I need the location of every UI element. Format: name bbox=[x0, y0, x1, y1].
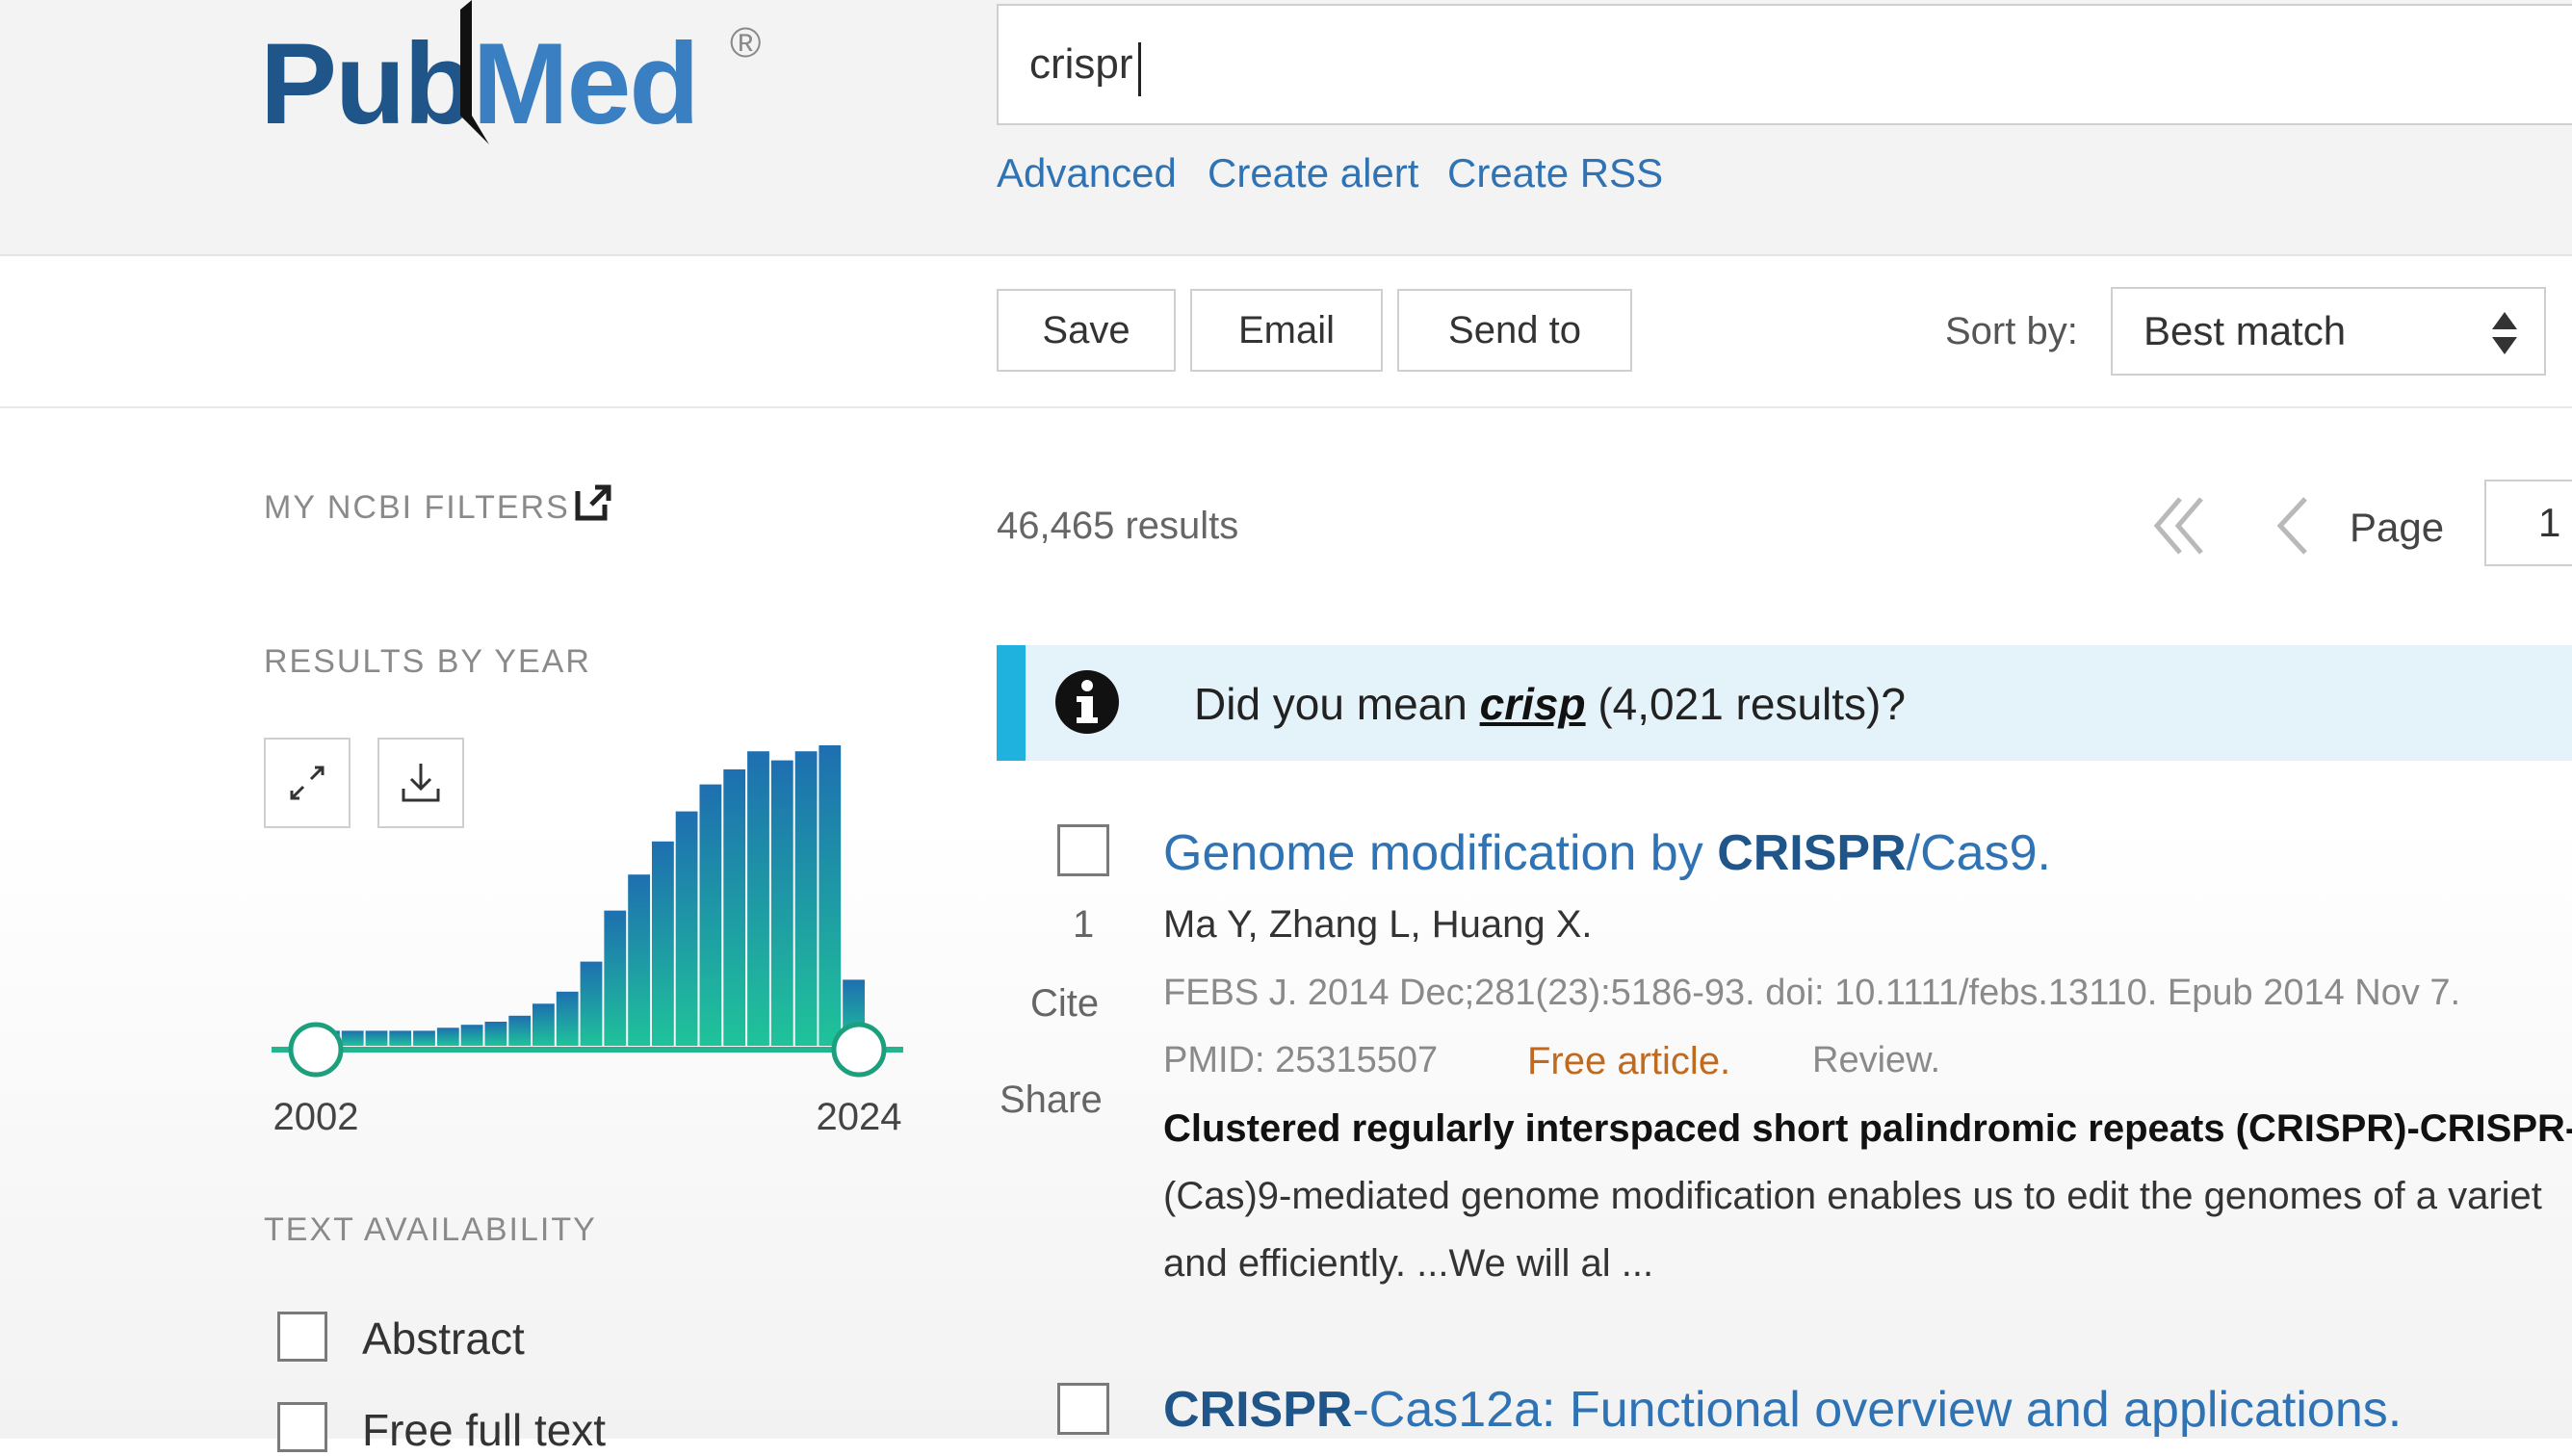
download-chart-button[interactable] bbox=[377, 738, 464, 828]
result-2-title-link[interactable]: CRISPR-Cas12a: Functional overview and a… bbox=[1163, 1381, 2402, 1439]
year-bar-2023[interactable] bbox=[818, 745, 842, 1046]
year-bar-2008[interactable] bbox=[460, 1025, 483, 1046]
result-1-citation: FEBS J. 2014 Dec;281(23):5186-93. doi: 1… bbox=[1163, 973, 2461, 1013]
result-1-title-pre: Genome modification by bbox=[1163, 825, 1718, 881]
result-1-title-post: /Cas9. bbox=[1906, 825, 2051, 881]
did-you-mean-suffix: (4,021 results)? bbox=[1585, 679, 1906, 729]
sort-by-label: Sort by: bbox=[1945, 310, 2078, 352]
did-you-mean-prefix: Did you mean bbox=[1194, 679, 1480, 729]
result-1-snippet-line-1: Clustered regularly interspaced short pa… bbox=[1163, 1107, 2572, 1151]
abstract-checkbox[interactable] bbox=[277, 1312, 327, 1362]
suggestion-link[interactable]: crisp bbox=[1479, 679, 1586, 729]
year-bar-2009[interactable] bbox=[484, 1022, 507, 1046]
advanced-link[interactable]: Advanced bbox=[997, 150, 1177, 195]
previous-page-icon[interactable] bbox=[2273, 495, 2311, 557]
download-icon bbox=[402, 764, 440, 802]
results-by-year-heading: RESULTS BY YEAR bbox=[264, 643, 591, 680]
create-alert-link[interactable]: Create alert bbox=[1208, 150, 1419, 195]
year-bar-2013[interactable] bbox=[580, 961, 603, 1046]
save-button[interactable]: Save bbox=[997, 289, 1176, 372]
result-1-cite-button[interactable]: Cite bbox=[1030, 982, 1100, 1025]
result-1-pmid: PMID: 25315507 bbox=[1163, 1040, 1439, 1080]
sort-select[interactable]: Best match bbox=[2111, 287, 2546, 376]
text-caret bbox=[1138, 42, 1141, 96]
external-link-icon[interactable] bbox=[574, 483, 612, 522]
did-you-mean-banner bbox=[997, 645, 2572, 761]
year-bar-2005[interactable] bbox=[389, 1030, 412, 1046]
result-1-review: Review. bbox=[1812, 1040, 1941, 1080]
year-bar-2017[interactable] bbox=[675, 811, 698, 1046]
free-full-text-checkbox[interactable] bbox=[277, 1402, 327, 1452]
expand-icon bbox=[290, 766, 325, 800]
year-bar-2020[interactable] bbox=[747, 751, 769, 1046]
result-1-free-article: Free article. bbox=[1527, 1040, 1731, 1082]
year-bar-2021[interactable] bbox=[770, 760, 793, 1046]
logo-pub: Pub bbox=[260, 19, 475, 148]
chart-bars bbox=[318, 745, 865, 1046]
year-bar-2006[interactable] bbox=[413, 1030, 435, 1046]
year-slider-start-handle[interactable] bbox=[288, 1022, 344, 1078]
free-full-text-label[interactable]: Free full text bbox=[362, 1405, 607, 1455]
expand-chart-button[interactable] bbox=[264, 738, 351, 828]
abstract-label[interactable]: Abstract bbox=[362, 1313, 525, 1364]
logo-med: Med bbox=[472, 19, 700, 148]
page-number-input[interactable] bbox=[2484, 480, 2572, 566]
snippet-bold-b: CRISPR bbox=[2248, 1107, 2395, 1150]
email-button[interactable]: Email bbox=[1190, 289, 1383, 372]
sort-value: Best match bbox=[2143, 308, 2347, 353]
year-bar-2018[interactable] bbox=[699, 784, 722, 1046]
did-you-mean-text: Did you mean crisp (4,021 results)? bbox=[1194, 678, 1906, 730]
year-start-label: 2002 bbox=[273, 1096, 359, 1138]
result-2-title-post: -Cas12a: Functional overview and applica… bbox=[1352, 1382, 2403, 1438]
pubmed-logo[interactable]: PubMed ® bbox=[260, 0, 780, 173]
result-1-checkbox[interactable] bbox=[1057, 824, 1109, 876]
result-1-snippet-line-2: (Cas)9-mediated genome modification enab… bbox=[1163, 1175, 2542, 1217]
year-bar-2019[interactable] bbox=[723, 769, 746, 1046]
year-slider-end-handle[interactable] bbox=[831, 1022, 887, 1078]
snippet-bold-a: Clustered regularly interspaced short pa… bbox=[1163, 1107, 2248, 1150]
search-input[interactable] bbox=[997, 4, 2572, 125]
registered-mark: ® bbox=[730, 19, 762, 66]
year-bar-2011[interactable] bbox=[533, 1003, 555, 1046]
create-rss-link[interactable]: Create RSS bbox=[1447, 150, 1664, 195]
year-bar-2004[interactable] bbox=[365, 1030, 388, 1046]
sort-arrows-icon bbox=[2492, 312, 2517, 354]
banner-accent-bar bbox=[997, 645, 1026, 761]
year-bar-2010[interactable] bbox=[508, 1015, 532, 1046]
result-1-share-button[interactable]: Share bbox=[1000, 1079, 1103, 1121]
result-1-title-bold: CRISPR bbox=[1717, 825, 1907, 881]
info-icon bbox=[1055, 670, 1119, 734]
year-bar-2022[interactable] bbox=[794, 751, 818, 1046]
first-page-icon[interactable] bbox=[2151, 495, 2209, 557]
year-bar-2015[interactable] bbox=[628, 874, 650, 1046]
year-bar-2003[interactable] bbox=[341, 1030, 364, 1046]
my-ncbi-filters-heading: MY NCBI FILTERS bbox=[264, 489, 570, 526]
year-bar-2012[interactable] bbox=[556, 991, 579, 1046]
content-background bbox=[0, 408, 2572, 1439]
page-label: Page bbox=[2350, 505, 2445, 550]
result-1-title-link[interactable]: Genome modification by CRISPR/Cas9. bbox=[1163, 824, 2051, 882]
year-bar-2014[interactable] bbox=[604, 910, 627, 1046]
year-end-label: 2024 bbox=[817, 1096, 902, 1138]
logo-book-icon bbox=[460, 0, 489, 144]
result-2-title-bold: CRISPR bbox=[1163, 1382, 1353, 1438]
snippet-bold-c: )-CRISPR-a bbox=[2394, 1107, 2572, 1150]
year-bar-2007[interactable] bbox=[436, 1027, 459, 1046]
text-availability-heading: TEXT AVAILABILITY bbox=[264, 1211, 597, 1248]
result-1-authors: Ma Y, Zhang L, Huang X. bbox=[1163, 903, 1593, 946]
send-to-button[interactable]: Send to bbox=[1397, 289, 1632, 372]
year-bar-2016[interactable] bbox=[652, 841, 674, 1046]
results-by-year-chart[interactable]: 2002 2024 bbox=[260, 732, 915, 1156]
result-1-number: 1 bbox=[1073, 903, 1095, 946]
result-2-checkbox[interactable] bbox=[1057, 1383, 1109, 1435]
result-1-snippet-line-3: and efficiently. ...We will al ... bbox=[1163, 1242, 1654, 1285]
results-count: 46,465 results bbox=[997, 505, 1239, 547]
